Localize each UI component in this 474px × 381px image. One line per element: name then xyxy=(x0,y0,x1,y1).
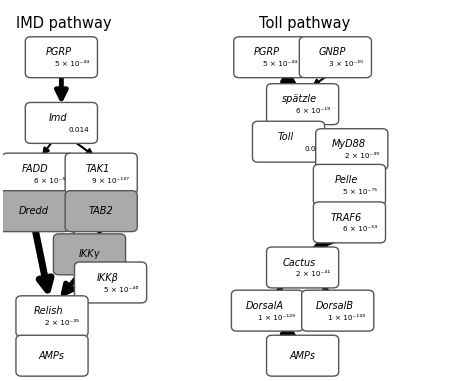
Text: 9 × 10⁻¹³⁷: 9 × 10⁻¹³⁷ xyxy=(91,178,128,184)
Text: TRAF6: TRAF6 xyxy=(331,213,362,223)
FancyBboxPatch shape xyxy=(266,335,338,376)
Text: TAB2: TAB2 xyxy=(89,206,114,216)
Text: 5 × 10⁻³⁴: 5 × 10⁻³⁴ xyxy=(55,61,89,67)
Text: GNBP: GNBP xyxy=(319,47,346,58)
Text: FADD: FADD xyxy=(22,164,48,174)
FancyBboxPatch shape xyxy=(231,290,303,331)
FancyBboxPatch shape xyxy=(313,165,385,205)
FancyBboxPatch shape xyxy=(313,202,385,243)
Text: AMPs: AMPs xyxy=(39,351,65,361)
Text: AMPs: AMPs xyxy=(290,351,316,361)
Text: 2 × 10⁻⁴¹: 2 × 10⁻⁴¹ xyxy=(296,272,330,277)
Text: 5 × 10⁻³⁴: 5 × 10⁻³⁴ xyxy=(263,61,297,67)
Text: Imd: Imd xyxy=(49,113,68,123)
Text: MyD88: MyD88 xyxy=(332,139,366,149)
Text: 1 × 10⁻¹²⁹: 1 × 10⁻¹²⁹ xyxy=(258,315,295,321)
FancyBboxPatch shape xyxy=(299,37,372,78)
Text: Toll: Toll xyxy=(277,132,293,142)
Text: 5 × 10⁻⁴⁶: 5 × 10⁻⁴⁶ xyxy=(104,287,138,293)
FancyBboxPatch shape xyxy=(74,262,146,303)
FancyBboxPatch shape xyxy=(16,296,88,337)
Text: 5 × 10⁻⁷⁵: 5 × 10⁻⁷⁵ xyxy=(343,189,377,195)
FancyBboxPatch shape xyxy=(54,234,126,275)
Text: IKKβ: IKKβ xyxy=(97,273,118,283)
Text: IKKγ: IKKγ xyxy=(79,249,100,259)
Text: IMD pathway: IMD pathway xyxy=(16,16,111,31)
Text: 6 × 10⁻⁵³: 6 × 10⁻⁵³ xyxy=(343,226,377,232)
Text: TAK1: TAK1 xyxy=(86,164,110,174)
FancyBboxPatch shape xyxy=(253,121,325,162)
Text: 0.0: 0.0 xyxy=(304,146,316,152)
Text: Pelle: Pelle xyxy=(335,175,358,185)
FancyBboxPatch shape xyxy=(25,102,98,143)
Text: PGRP: PGRP xyxy=(46,47,72,58)
Text: 2 × 10⁻³⁹: 2 × 10⁻³⁹ xyxy=(345,153,379,159)
FancyBboxPatch shape xyxy=(65,190,137,232)
Text: 2 × 10⁻³⁵: 2 × 10⁻³⁵ xyxy=(46,320,80,326)
FancyBboxPatch shape xyxy=(0,190,69,232)
Text: Relish: Relish xyxy=(34,306,64,317)
Text: Toll pathway: Toll pathway xyxy=(259,16,351,31)
Text: DorsalB: DorsalB xyxy=(316,301,354,311)
FancyBboxPatch shape xyxy=(234,37,306,78)
FancyBboxPatch shape xyxy=(266,247,338,288)
Text: 1 × 10⁻¹³³: 1 × 10⁻¹³³ xyxy=(328,315,365,321)
Text: DorsalA: DorsalA xyxy=(246,301,283,311)
Text: 0.014: 0.014 xyxy=(68,127,89,133)
Text: spätzle: spätzle xyxy=(282,94,317,104)
FancyBboxPatch shape xyxy=(316,129,388,170)
FancyBboxPatch shape xyxy=(301,290,374,331)
FancyBboxPatch shape xyxy=(16,335,88,376)
FancyBboxPatch shape xyxy=(266,84,338,125)
Text: PGRP: PGRP xyxy=(254,47,280,58)
FancyBboxPatch shape xyxy=(25,37,98,78)
FancyBboxPatch shape xyxy=(65,153,137,194)
Text: 3 × 10⁻⁵⁰: 3 × 10⁻⁵⁰ xyxy=(329,61,363,67)
Text: Cactus: Cactus xyxy=(283,258,316,268)
FancyBboxPatch shape xyxy=(2,153,74,194)
Text: Dredd: Dredd xyxy=(18,206,48,216)
Text: 6 × 10⁻⁵: 6 × 10⁻⁵ xyxy=(34,178,65,184)
Text: 6 × 10⁻¹⁹: 6 × 10⁻¹⁹ xyxy=(296,108,330,114)
